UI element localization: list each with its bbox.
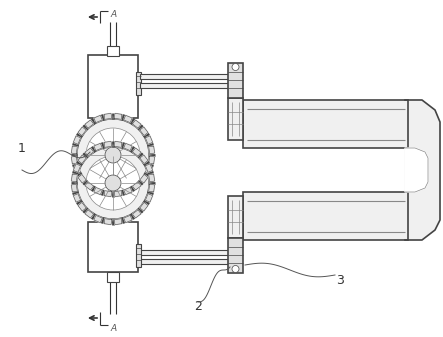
Polygon shape xyxy=(145,166,153,174)
Polygon shape xyxy=(149,156,155,164)
Polygon shape xyxy=(140,203,148,211)
Polygon shape xyxy=(132,148,141,156)
Circle shape xyxy=(86,156,140,210)
Polygon shape xyxy=(124,215,132,223)
Polygon shape xyxy=(132,182,141,190)
Polygon shape xyxy=(85,120,93,128)
Polygon shape xyxy=(71,146,77,154)
Polygon shape xyxy=(104,113,112,119)
Polygon shape xyxy=(74,194,81,202)
Polygon shape xyxy=(149,184,155,192)
Polygon shape xyxy=(78,203,86,211)
Polygon shape xyxy=(132,120,141,128)
Polygon shape xyxy=(140,127,148,135)
Polygon shape xyxy=(94,187,102,195)
Polygon shape xyxy=(104,142,112,147)
Bar xyxy=(140,74,230,79)
Bar xyxy=(136,72,141,95)
Bar xyxy=(243,100,408,148)
Bar xyxy=(228,63,243,98)
Polygon shape xyxy=(104,191,112,196)
Polygon shape xyxy=(124,187,132,195)
Polygon shape xyxy=(145,164,153,172)
Polygon shape xyxy=(114,142,122,147)
Polygon shape xyxy=(114,219,122,224)
Polygon shape xyxy=(94,143,102,151)
Circle shape xyxy=(105,147,121,163)
Polygon shape xyxy=(149,174,155,182)
Polygon shape xyxy=(74,166,81,174)
Polygon shape xyxy=(85,148,93,156)
Bar xyxy=(107,46,119,56)
Circle shape xyxy=(86,128,140,182)
Polygon shape xyxy=(405,148,428,192)
Polygon shape xyxy=(140,155,148,163)
Polygon shape xyxy=(140,175,148,183)
Polygon shape xyxy=(405,100,440,240)
Polygon shape xyxy=(114,113,122,119)
Circle shape xyxy=(77,119,149,191)
Polygon shape xyxy=(85,182,93,190)
Circle shape xyxy=(105,175,121,191)
Polygon shape xyxy=(78,175,86,183)
Bar xyxy=(88,55,138,118)
Polygon shape xyxy=(74,136,81,144)
Bar xyxy=(140,250,230,255)
Polygon shape xyxy=(71,156,77,164)
Text: 3: 3 xyxy=(336,274,344,286)
Bar xyxy=(136,244,141,267)
Polygon shape xyxy=(145,194,153,202)
Polygon shape xyxy=(71,174,77,182)
Circle shape xyxy=(232,63,239,70)
Polygon shape xyxy=(94,115,102,123)
Bar xyxy=(228,196,243,238)
Bar xyxy=(88,222,138,272)
Text: A: A xyxy=(110,324,116,333)
Polygon shape xyxy=(124,115,132,123)
Polygon shape xyxy=(94,215,102,223)
Polygon shape xyxy=(78,127,86,135)
Polygon shape xyxy=(71,184,77,192)
Polygon shape xyxy=(85,210,93,218)
Bar xyxy=(140,83,230,88)
Bar xyxy=(243,192,408,240)
Text: 1: 1 xyxy=(18,142,26,154)
Bar xyxy=(140,259,230,264)
Polygon shape xyxy=(145,136,153,144)
Text: A: A xyxy=(110,10,116,19)
Bar xyxy=(228,98,243,140)
Polygon shape xyxy=(104,219,112,224)
Bar xyxy=(107,272,119,282)
Circle shape xyxy=(77,147,149,219)
Polygon shape xyxy=(74,164,81,172)
Polygon shape xyxy=(132,210,141,218)
Bar xyxy=(228,238,243,273)
Polygon shape xyxy=(149,146,155,154)
Text: 2: 2 xyxy=(194,300,202,312)
Polygon shape xyxy=(124,143,132,151)
Circle shape xyxy=(232,266,239,273)
Polygon shape xyxy=(114,191,122,196)
Polygon shape xyxy=(78,155,86,163)
